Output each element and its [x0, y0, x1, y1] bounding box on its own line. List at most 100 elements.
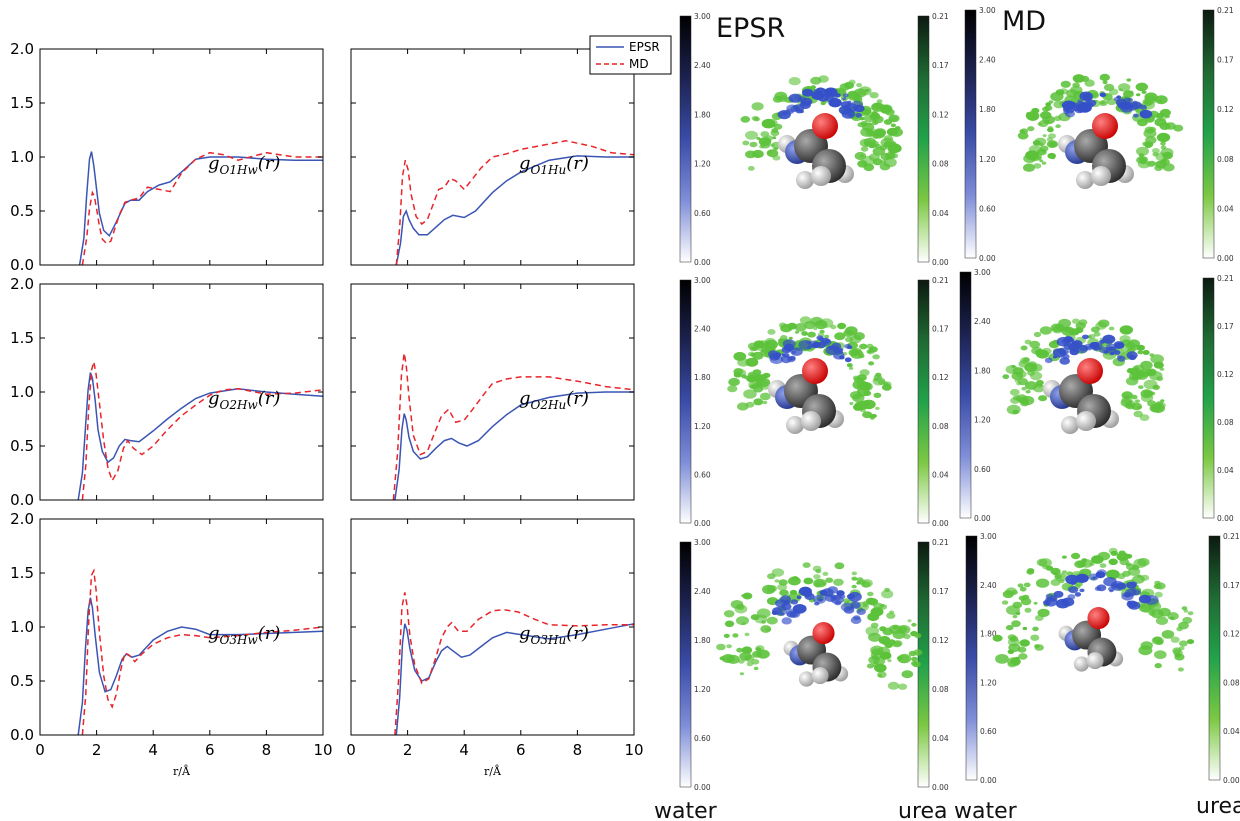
- colorbar-bar: [917, 15, 930, 263]
- density-blob: [753, 398, 764, 406]
- density-blob: [1128, 104, 1133, 108]
- colorbar-tick-label: 0.08: [1217, 418, 1234, 427]
- density-blob: [913, 649, 923, 656]
- density-blob: [834, 600, 842, 606]
- colorbar-tick-label: 0.04: [1217, 466, 1234, 475]
- x-axis-label: r/Å: [173, 764, 191, 778]
- density-blob: [1165, 135, 1171, 139]
- density-blob: [1055, 124, 1061, 129]
- density-blob: [1079, 588, 1085, 593]
- density-blob: [1033, 331, 1042, 338]
- density-blob: [794, 323, 807, 332]
- legend-label-epsr: EPSR: [629, 40, 660, 54]
- density-blob: [780, 355, 792, 364]
- density-blob: [1126, 351, 1138, 360]
- density-blob: [1156, 132, 1171, 143]
- density-blob: [1012, 367, 1024, 375]
- density-blob: [1052, 348, 1067, 358]
- density-blob: [886, 127, 899, 136]
- density-blob: [1044, 357, 1053, 364]
- colorbar-tick-label: 2.40: [694, 61, 711, 70]
- density-blob: [824, 334, 830, 339]
- density-blob: [744, 632, 750, 637]
- density-blob: [856, 83, 863, 88]
- density-blob: [1160, 141, 1166, 146]
- density-blob: [1030, 363, 1043, 372]
- density-blob: [753, 381, 762, 388]
- density-blob: [1096, 584, 1107, 592]
- density-blob: [744, 593, 751, 599]
- density-blob: [816, 335, 824, 341]
- density-blob: [1009, 635, 1019, 642]
- colorbar-tick-label: 0.21: [932, 538, 949, 547]
- density-blob: [995, 654, 1009, 664]
- density-blob: [1152, 636, 1163, 644]
- density-blob: [1009, 388, 1020, 396]
- panel-label: gO2Hu(r): [519, 388, 589, 412]
- x-tick-label: 6: [205, 741, 215, 759]
- colorbar-tick-label: 0.00: [694, 519, 711, 528]
- density-blob: [742, 140, 750, 146]
- colorbar-tick-label: 2.40: [694, 587, 711, 596]
- density-blob: [852, 375, 860, 380]
- density-blob: [1039, 159, 1044, 163]
- density-blob: [1089, 341, 1100, 349]
- colorbar-tick-label: 3.00: [694, 538, 711, 547]
- density-blob: [741, 374, 747, 379]
- density-blob: [814, 320, 828, 330]
- colorbar-tick-label: 0.00: [1217, 254, 1234, 263]
- density-blob: [1006, 404, 1021, 415]
- density-blob: [1133, 113, 1139, 118]
- density-blob: [824, 87, 838, 97]
- density-blob: [788, 93, 802, 103]
- density-blob: [1053, 590, 1064, 598]
- colorbar-tick-label: 0.00: [1223, 776, 1240, 785]
- density-blob: [814, 582, 821, 588]
- rdf-plot-grid: 0.0 0.5 1.0 1.5 2.0 gO1Hw(r) gO1Hu(r) 0.0 0.5 1.0…: [10, 35, 672, 778]
- density-blob: [721, 654, 735, 663]
- density-blob: [1060, 80, 1071, 88]
- density-blob: [716, 643, 726, 651]
- density-blob: [859, 116, 865, 121]
- density-blob: [1108, 88, 1119, 96]
- density-blob: [1154, 591, 1163, 598]
- density-blob: [1138, 153, 1145, 158]
- density-blob: [752, 149, 764, 159]
- density-blob: [1062, 555, 1067, 559]
- density-blob: [1126, 368, 1134, 374]
- density-blob: [773, 123, 783, 130]
- density-blob: [842, 93, 849, 98]
- density-blob: [1097, 551, 1111, 561]
- density-blob: [751, 102, 764, 111]
- colorbar-tick-label: 0.08: [932, 422, 949, 431]
- density-blob: [1024, 607, 1032, 613]
- density-blob: [813, 594, 827, 604]
- density-blob: [791, 576, 799, 581]
- density-blob: [1126, 600, 1138, 609]
- density-blob: [1108, 547, 1118, 555]
- rdf-panel-o3hw: 0.0 0.5 1.0 1.5 2.0 0 2 4 6 8 10 r/Å gO3Hw(r): [10, 510, 332, 778]
- density-blob: [1079, 344, 1088, 352]
- density-blob: [1026, 569, 1035, 575]
- x-axis-label: r/Å: [484, 764, 502, 778]
- colorbar-bar: [679, 15, 692, 263]
- colorbar-tick-label: 0.17: [1217, 322, 1234, 331]
- density-blob: [1113, 97, 1120, 102]
- oxygen-atom: [812, 622, 835, 645]
- colorbar-tick-label: 3.00: [979, 6, 996, 15]
- density-blob: [1027, 112, 1039, 122]
- density-blob: [868, 361, 875, 366]
- x-tick-label: 10: [313, 741, 332, 759]
- density-blob: [1154, 165, 1163, 171]
- density-blob: [1016, 381, 1022, 386]
- x-tick-label: 4: [459, 741, 469, 759]
- density-blob: [791, 350, 796, 354]
- density-blob: [771, 607, 783, 615]
- series-line-md: [394, 592, 634, 736]
- panel-label: gO1Hw(r): [208, 153, 280, 177]
- colorbar-tick-label: 0.00: [980, 776, 997, 785]
- density-blob: [819, 329, 825, 334]
- density-blob: [1082, 334, 1089, 340]
- series-line-epsr: [77, 372, 324, 501]
- colorbar-tick-label: 0.08: [1217, 155, 1234, 164]
